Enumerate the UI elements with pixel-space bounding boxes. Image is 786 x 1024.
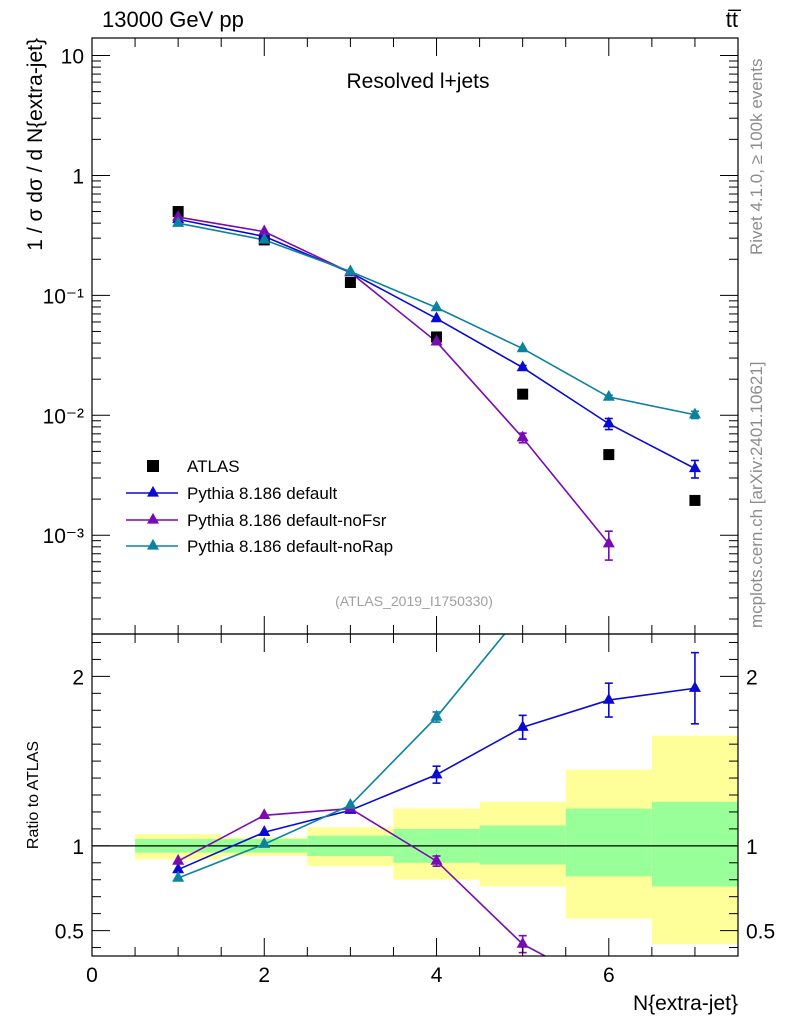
main-y-tick-label: 10⁻³ — [43, 525, 84, 548]
ratio-series-0-marker — [688, 681, 701, 692]
ratio-series-1-marker — [516, 937, 529, 948]
main-y-tick-labels: 10 1 10⁻¹ 10⁻² 10⁻³ — [43, 46, 84, 549]
ratio-stat-band — [651, 801, 738, 887]
series-3-marker — [602, 389, 615, 401]
legend: ATLAS Pythia 8.186 default Pythia 8.186 de… — [126, 457, 393, 556]
legend-label-3: Pythia 8.186 default-noRap — [187, 537, 393, 556]
series-2-marker — [430, 334, 443, 346]
ratio-series-2-marker — [172, 870, 185, 882]
main-y-tick-label: 1 — [72, 165, 84, 188]
atlas-data-point — [603, 449, 615, 461]
main-y-tick-label: 10⁻¹ — [43, 285, 84, 308]
ratio-y-tick-label-left: 0.5 — [55, 921, 84, 944]
series-1-marker — [688, 461, 701, 473]
ratio-y-tick-label-right: 2 — [746, 666, 758, 689]
ratio-series-0-marker — [258, 825, 271, 836]
legend-marker-2 — [147, 512, 159, 524]
x-tick-labels: 0 2 4 6 — [86, 964, 614, 987]
legend-label-0: ATLAS — [187, 457, 240, 476]
ratio-y-tick-label-left: 2 — [72, 666, 84, 689]
atlas-data-point — [344, 277, 356, 289]
legend-label-2: Pythia 8.186 default-noFsr — [187, 511, 387, 530]
ratio-series-0-marker — [602, 692, 615, 704]
legend-label-1: Pythia 8.186 default — [187, 484, 338, 503]
main-y-axis-label: 1 / σ dσ / d N{extra-jet} — [24, 38, 47, 251]
plot-title: Resolved l+jets — [347, 70, 490, 93]
main-series-line-2 — [177, 216, 610, 545]
series-3-marker — [516, 341, 529, 353]
ratio-series-2-marker — [689, 127, 701, 138]
ratio-y-tick-label-right: 0.5 — [746, 921, 775, 944]
atlas-data-point — [517, 388, 529, 400]
ratio-series-0-marker — [430, 767, 443, 779]
ratio-y-axis-label: Ratio to ATLAS — [25, 741, 42, 849]
x-tick-label: 4 — [431, 964, 443, 987]
ratio-series-1-marker — [172, 853, 185, 865]
energy-label: 13000 GeV pp — [102, 7, 244, 32]
ratio-y-tick-labels: 2 2 1 1 0.5 0.5 — [55, 666, 775, 943]
main-y-tick-label: 10⁻² — [43, 405, 84, 428]
ratio-axis-ticks — [91, 634, 739, 956]
x-axis-label: N{extra-jet} — [633, 992, 738, 1015]
series-2-marker — [602, 536, 615, 548]
ratio-series-2-marker — [603, 500, 615, 511]
legend-marker-3 — [147, 538, 159, 550]
series-3-marker — [344, 264, 357, 276]
x-tick-label: 2 — [258, 964, 270, 987]
series-3-marker — [430, 300, 443, 312]
main-axis-ticks — [91, 38, 739, 634]
rivet-label: Rivet 4.1.0, ≥ 100k events — [747, 59, 766, 255]
mcplots-label: mcplots.cern.ch [arXiv:2401.10621] — [747, 362, 766, 628]
series-1-marker — [430, 311, 443, 323]
ratio-series-1-marker — [258, 808, 271, 820]
ratio-stat-band — [565, 808, 652, 877]
series-2-marker — [172, 209, 185, 221]
legend-marker-1 — [147, 485, 159, 497]
ratio-stat-band — [479, 825, 566, 865]
series-3-marker — [258, 232, 271, 244]
analysis-label: (ATLAS_2019_I1750330) — [335, 593, 493, 609]
main-panel: 10 1 10⁻¹ 10⁻² 10⁻³ Resolved l+jets (ATLAS_2… — [24, 37, 739, 635]
main-series-layer — [172, 206, 701, 561]
ratio-series-2-marker — [517, 605, 529, 616]
ratio-panel: 2 2 1 1 0.5 0.5 0 2 4 6 Ratio to ATLAS N{extra-j… — [25, 127, 775, 1015]
series-1-marker — [516, 360, 529, 372]
main-y-tick-label: 10 — [61, 46, 84, 69]
atlas-data-point — [689, 494, 701, 506]
series-3-marker — [172, 216, 185, 227]
ratio-series-2-marker — [430, 709, 443, 721]
series-2-marker — [516, 430, 529, 442]
ratio-series-2-marker — [344, 798, 357, 809]
series-2-marker — [258, 224, 271, 236]
ratio-y-tick-label-right: 1 — [746, 836, 758, 859]
legend-marker-atlas — [147, 460, 159, 472]
x-tick-label: 6 — [603, 964, 615, 987]
process-label: tt̅ — [726, 7, 742, 32]
ratio-series-2-marker — [258, 837, 271, 848]
ratio-y-tick-label-left: 1 — [72, 836, 84, 859]
ratio-series-0-marker — [516, 720, 529, 731]
series-3-marker — [688, 407, 701, 419]
x-tick-label: 0 — [86, 964, 98, 987]
series-1-marker — [602, 416, 615, 428]
ratio-series-0-marker — [172, 862, 185, 874]
ratio-series-1-marker — [430, 853, 443, 865]
ratio-series-layer — [172, 127, 701, 956]
ratio-series-line-1 — [177, 807, 547, 956]
